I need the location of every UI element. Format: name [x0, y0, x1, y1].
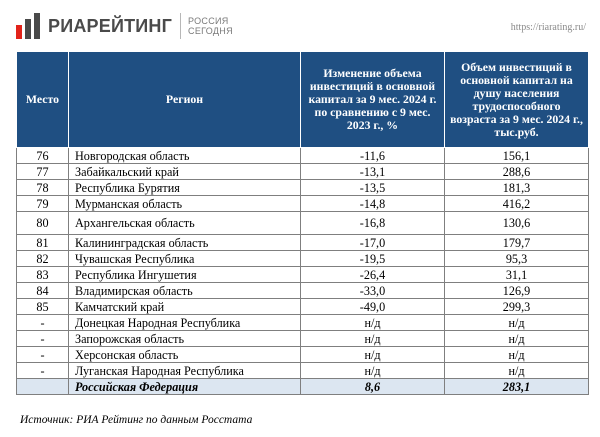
table-row: - Запорожская область н/д н/д [16, 330, 589, 347]
site-link[interactable]: https://riarating.ru/ [510, 22, 586, 33]
cell-change: н/д [300, 330, 445, 347]
cell-region: Луганская Народная Республика [68, 362, 301, 379]
cell-per-capita: 95,3 [444, 250, 589, 267]
cell-region: Мурманская область [68, 195, 301, 212]
cell-place: - [16, 330, 69, 347]
cell-per-capita: 156,1 [444, 147, 589, 164]
cell-per-capita: 31,1 [444, 266, 589, 283]
cell-per-capita: н/д [444, 362, 589, 379]
header-change: Изменение объема инвестиций в основной к… [300, 51, 445, 148]
logo-text: РИАРЕЙТИНГ [48, 15, 173, 36]
cell-place: 82 [16, 250, 69, 267]
cell-place: 83 [16, 266, 69, 283]
logo-sub-line1: РОССИЯ [188, 16, 229, 26]
cell-change: -33,0 [300, 282, 445, 299]
cell-place: - [16, 314, 69, 331]
cell-place: - [16, 362, 69, 379]
rating-table-container: Место Регион Изменение объема инвестиций… [16, 51, 589, 395]
rating-table: Место Регион Изменение объема инвестиций… [16, 51, 589, 395]
table-row: - Луганская Народная Республика н/д н/д [16, 362, 589, 379]
cell-region: Республика Бурятия [68, 179, 301, 196]
source-note: Источник: РИА Рейтинг по данным Росстата [20, 414, 253, 426]
cell-place: 84 [16, 282, 69, 299]
cell-region: Республика Ингушетия [68, 266, 301, 283]
cell-change: н/д [300, 362, 445, 379]
cell-place: 81 [16, 234, 69, 251]
cell-per-capita: н/д [444, 314, 589, 331]
logo-subtitle: РОССИЯ СЕГОДНЯ [188, 16, 233, 36]
table-row: 80 Архангельская область -16,8 130,6 [16, 211, 589, 235]
logo-sub-line2: СЕГОДНЯ [188, 26, 233, 36]
cell-per-capita: 288,6 [444, 163, 589, 180]
ria-logo-icon [16, 13, 40, 39]
table-row: 81 Калининградская область -17,0 179,7 [16, 234, 589, 251]
cell-change: -17,0 [300, 234, 445, 251]
logo: РИАРЕЙТИНГ РОССИЯ СЕГОДНЯ [14, 6, 233, 46]
cell-change: н/д [300, 314, 445, 331]
cell-change: -26,4 [300, 266, 445, 283]
cell-change: -13,1 [300, 163, 445, 180]
table-row: 79 Мурманская область -14,8 416,2 [16, 195, 589, 212]
cell-change: н/д [300, 346, 445, 363]
table-row: - Донецкая Народная Республика н/д н/д [16, 314, 589, 331]
header-place: Место [16, 51, 69, 148]
table-row: 78 Республика Бурятия -13,5 181,3 [16, 179, 589, 196]
cell-place: 85 [16, 298, 69, 315]
cell-per-capita: 179,7 [444, 234, 589, 251]
table-row: 77 Забайкальский край -13,1 288,6 [16, 163, 589, 180]
cell-place: 80 [16, 211, 69, 235]
header-per-capita: Объем инвестиций в основной капитал на д… [444, 51, 589, 148]
table-row: 76 Новгородская область -11,6 156,1 [16, 147, 589, 164]
table-row: 83 Республика Ингушетия -26,4 31,1 [16, 266, 589, 283]
cell-region: Камчатский край [68, 298, 301, 315]
cell-place: - [16, 346, 69, 363]
cell-per-capita: 130,6 [444, 211, 589, 235]
cell-place: 77 [16, 163, 69, 180]
cell-region: Забайкальский край [68, 163, 301, 180]
cell-region: Владимирская область [68, 282, 301, 299]
cell-place [16, 378, 69, 395]
table-row: 82 Чувашская Республика -19,5 95,3 [16, 250, 589, 267]
cell-change: -13,5 [300, 179, 445, 196]
cell-per-capita: 299,3 [444, 298, 589, 315]
cell-change: -11,6 [300, 147, 445, 164]
logo-divider [180, 13, 182, 39]
cell-place: 76 [16, 147, 69, 164]
cell-per-capita: 126,9 [444, 282, 589, 299]
cell-per-capita: н/д [444, 346, 589, 363]
cell-place: 79 [16, 195, 69, 212]
cell-region: Донецкая Народная Республика [68, 314, 301, 331]
cell-region: Херсонская область [68, 346, 301, 363]
cell-change: 8,6 [300, 378, 445, 395]
cell-region: Архангельская область [68, 211, 301, 235]
cell-region: Российская Федерация [68, 378, 301, 395]
table-row: 84 Владимирская область -33,0 126,9 [16, 282, 589, 299]
cell-change: -19,5 [300, 250, 445, 267]
table-total-row: Российская Федерация 8,6 283,1 [16, 378, 589, 395]
cell-region: Новгородская область [68, 147, 301, 164]
cell-per-capita: 416,2 [444, 195, 589, 212]
cell-place: 78 [16, 179, 69, 196]
table-body: 76 Новгородская область -11,6 156,1 77 Забайк… [16, 147, 589, 395]
cell-change: -14,8 [300, 195, 445, 212]
table-header-row: Место Регион Изменение объема инвестиций… [16, 51, 589, 148]
cell-region: Чувашская Республика [68, 250, 301, 267]
cell-region: Калининградская область [68, 234, 301, 251]
cell-region: Запорожская область [68, 330, 301, 347]
cell-per-capita: н/д [444, 330, 589, 347]
table-row: 85 Камчатский край -49,0 299,3 [16, 298, 589, 315]
cell-change: -49,0 [300, 298, 445, 315]
header-region: Регион [68, 51, 301, 148]
table-row: - Херсонская область н/д н/д [16, 346, 589, 363]
cell-change: -16,8 [300, 211, 445, 235]
cell-per-capita: 283,1 [444, 378, 589, 395]
cell-per-capita: 181,3 [444, 179, 589, 196]
